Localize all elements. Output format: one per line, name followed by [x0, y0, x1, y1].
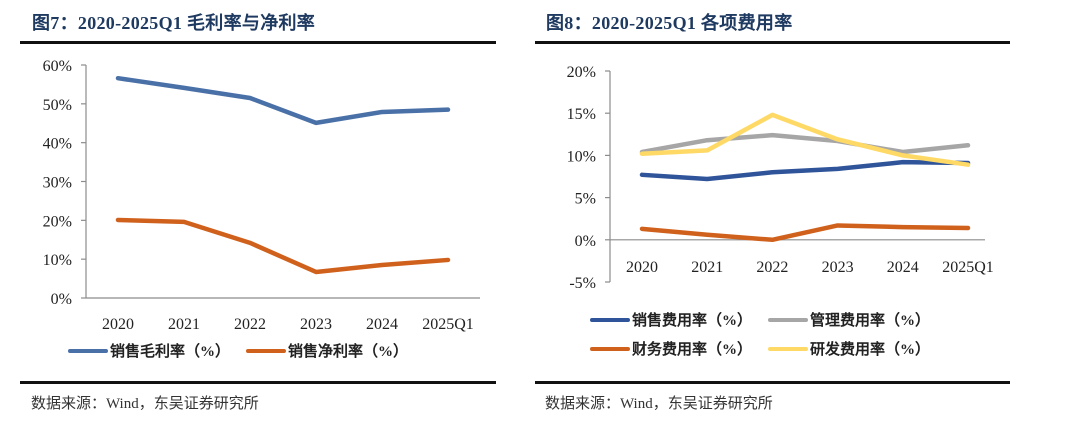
y-tick-label: -5%: [569, 275, 596, 292]
right-line-chart: -5% 0% 5% 10% 15% 20% 2020 2021 2022 2023 2024 2025…: [567, 64, 994, 292]
legend-label: 销售毛利率（%）: [110, 344, 231, 360]
x-tick-label: 2021: [691, 259, 723, 276]
legend-item: 管理费用率（%）: [768, 309, 930, 330]
x-tick-label: 2022: [756, 259, 788, 276]
legend-swatch: [768, 346, 809, 351]
series-line-0: [115, 75, 451, 126]
y-tick-label: 20%: [567, 64, 596, 81]
x-tick-label: 2020: [626, 259, 658, 276]
series-line-2: [639, 223, 971, 243]
legend-item: 财务费用率（%）: [590, 338, 752, 359]
y-tick-label: 15%: [567, 106, 596, 123]
series-line-3: [639, 112, 971, 167]
legend-label: 销售费用率（%）: [632, 313, 753, 329]
legend-swatch: [590, 317, 630, 322]
x-tick-label: 2021: [168, 316, 200, 333]
legend-swatch: [768, 317, 809, 322]
left-source-note: 数据来源：Wind，东吴证券研究所: [31, 396, 259, 412]
x-tick-label: 2023: [822, 259, 854, 276]
series-line-1: [639, 132, 971, 155]
legend-swatch: [68, 348, 108, 353]
legend-label: 销售净利率（%）: [288, 344, 409, 360]
x-tick-label: 2020: [102, 316, 134, 333]
right-title-rule: [535, 41, 1010, 44]
legend-item: 销售净利率（%）: [246, 340, 408, 361]
right-source-note: 数据来源：Wind，东吴证券研究所: [545, 396, 773, 412]
left-figure-title: 图7：2020-2025Q1 毛利率与净利率: [32, 13, 316, 33]
x-tick-label: 2025Q1: [942, 259, 994, 276]
y-tick-label: 40%: [43, 136, 72, 153]
legend-row: 财务费用率（%） 研发费用率（%）: [590, 338, 946, 359]
x-tick-label: 2025Q1: [422, 316, 474, 333]
left-title-rule: [20, 41, 496, 44]
y-tick-label: 20%: [43, 213, 72, 230]
legend-label: 研发费用率（%）: [810, 342, 931, 358]
y-tick-label: 10%: [43, 252, 72, 269]
legend-row: 销售费用率（%） 管理费用率（%）: [590, 309, 946, 330]
x-tick-label: 2024: [366, 316, 398, 333]
y-tick-label: 60%: [43, 58, 72, 75]
y-tick-label: 10%: [567, 148, 596, 165]
x-tick-label: 2024: [887, 259, 919, 276]
series-line-1: [115, 217, 451, 275]
y-tick-label: 30%: [43, 175, 72, 192]
legend-item: 研发费用率（%）: [768, 338, 930, 359]
legend-item: 销售毛利率（%）: [68, 340, 230, 361]
right-figure-title: 图8：2020-2025Q1 各项费用率: [546, 13, 793, 33]
y-tick-label: 0%: [51, 291, 72, 308]
right-source-rule: [535, 381, 1010, 384]
legend-swatch: [246, 348, 287, 353]
y-tick-label: 0%: [575, 233, 596, 250]
x-tick-label: 2022: [234, 316, 266, 333]
legend-label: 财务费用率（%）: [632, 342, 753, 358]
legend-label: 管理费用率（%）: [810, 313, 931, 329]
legend-swatch: [590, 346, 630, 351]
legend-item: 销售费用率（%）: [590, 309, 752, 330]
left-line-chart: 0% 10% 20% 30% 40% 50% 60% 2020 2021 2022 2023 2024…: [43, 58, 480, 333]
y-tick-label: 5%: [575, 191, 596, 208]
left-source-rule: [20, 381, 496, 384]
left-legend: 销售毛利率（%） 销售净利率（%）: [68, 340, 424, 361]
series-line-0: [639, 159, 971, 182]
y-tick-label: 50%: [43, 97, 72, 114]
x-tick-label: 2023: [300, 316, 332, 333]
